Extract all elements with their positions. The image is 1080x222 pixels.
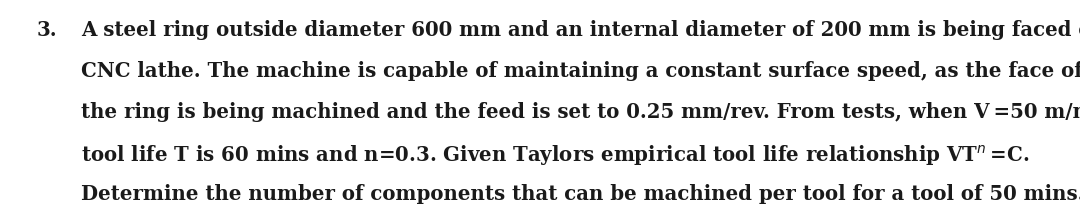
Text: A steel ring outside diameter 600 mm and an internal diameter of 200 mm is being: A steel ring outside diameter 600 mm and… [81, 20, 1080, 40]
Text: 3.: 3. [37, 20, 57, 40]
Text: Determine the number of components that can be machined per tool for a tool of 5: Determine the number of components that … [81, 184, 1080, 204]
Text: tool life T is 60 mins and n=0.3. Given Taylors empirical tool life relationship: tool life T is 60 mins and n=0.3. Given … [81, 143, 1029, 167]
Text: CNC lathe. The machine is capable of maintaining a constant surface speed, as th: CNC lathe. The machine is capable of mai… [81, 61, 1080, 81]
Text: the ring is being machined and the feed is set to 0.25 mm/rev. From tests, when : the ring is being machined and the feed … [81, 102, 1080, 122]
